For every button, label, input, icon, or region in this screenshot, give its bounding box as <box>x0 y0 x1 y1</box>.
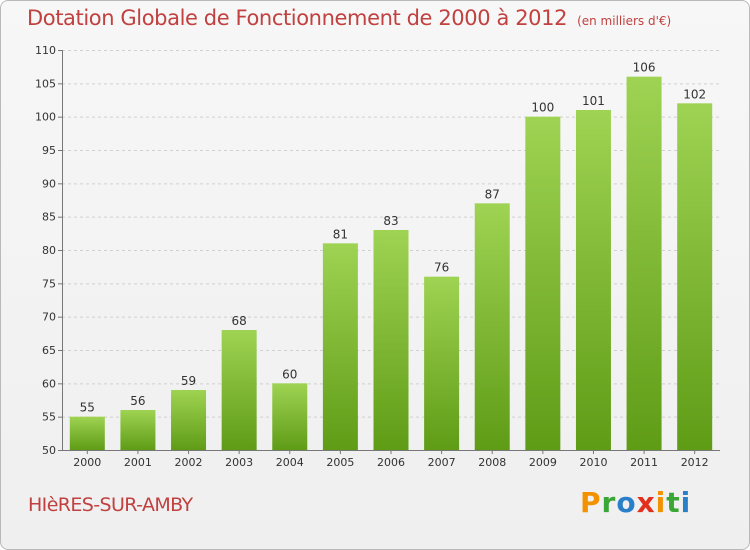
x-tick-label: 2002 <box>175 456 203 469</box>
bar-value-label: 102 <box>683 87 706 101</box>
bar <box>575 110 611 450</box>
bar-value-label: 68 <box>232 314 247 328</box>
bar <box>322 243 358 450</box>
bar-value-label: 76 <box>434 261 449 275</box>
brand-letter: i <box>680 486 692 519</box>
x-tick-label: 2003 <box>225 456 253 469</box>
chart-title-text: Dotation Globale de Fonctionnement de 20… <box>27 6 568 30</box>
y-tick-label: 105 <box>35 77 56 90</box>
bar-value-label: 55 <box>80 401 95 415</box>
x-tick-label: 2000 <box>73 456 101 469</box>
brand-letter: t <box>666 486 681 519</box>
bar-value-label: 101 <box>582 94 605 108</box>
bar <box>424 276 460 450</box>
bar <box>69 416 105 450</box>
bar <box>171 390 207 450</box>
bar-value-label: 59 <box>181 374 196 388</box>
bar-value-label: 60 <box>282 367 297 381</box>
brand-letter: x <box>636 486 656 519</box>
brand-letter: i <box>655 486 667 519</box>
commune-name: HIèRES-SUR-AMBY <box>28 494 193 516</box>
x-tick-label: 2008 <box>478 456 506 469</box>
bar-value-label: 100 <box>531 101 554 115</box>
y-tick-label: 95 <box>42 144 56 157</box>
bar-value-label: 81 <box>333 227 348 241</box>
y-tick-label: 90 <box>42 177 56 190</box>
y-tick-label: 100 <box>35 111 56 124</box>
chart-title: Dotation Globale de Fonctionnement de 20… <box>27 6 671 30</box>
brand-letter: P <box>580 486 602 519</box>
bar <box>120 410 156 450</box>
bar <box>677 103 713 450</box>
labels: 55 56 59 68 60 81 83 76 87 100 101 106 102 <box>80 61 706 415</box>
brand-letter: r <box>601 486 617 519</box>
bar <box>525 116 561 451</box>
x-tick-label: 2011 <box>630 456 658 469</box>
bar <box>373 230 409 450</box>
y-tick-label: 65 <box>42 344 56 357</box>
bar <box>272 383 308 450</box>
y-tick-label: 85 <box>42 211 56 224</box>
bar <box>221 330 257 450</box>
y-tick-label: 70 <box>42 311 56 324</box>
x-tick-label: 2007 <box>428 456 456 469</box>
axes: 50 55 60 65 70 75 80 85 90 95 100 105 110 2000 2001 200… <box>35 44 720 469</box>
bar-value-label: 106 <box>633 61 656 75</box>
bars <box>69 76 713 451</box>
bar-value-label: 83 <box>383 214 398 228</box>
y-tick-label: 60 <box>42 377 56 390</box>
x-tick-label: 2004 <box>276 456 304 469</box>
bar <box>474 203 510 450</box>
brand-letter: o <box>616 486 637 519</box>
brand-logo: Proxiti <box>580 486 691 519</box>
bar-value-label: 87 <box>485 187 500 201</box>
y-tick-label: 110 <box>35 44 56 57</box>
y-tick-label: 75 <box>42 277 56 290</box>
y-tick-label: 80 <box>42 244 56 257</box>
x-tick-label: 2012 <box>681 456 709 469</box>
x-tick-label: 2009 <box>529 456 557 469</box>
x-tick-label: 2010 <box>579 456 607 469</box>
y-tick-label: 55 <box>42 411 56 424</box>
bar <box>626 76 662 451</box>
chart-unit: (en milliers d'€) <box>577 14 672 28</box>
y-tick-label: 50 <box>42 444 56 457</box>
x-tick-label: 2005 <box>326 456 354 469</box>
x-tick-label: 2001 <box>124 456 152 469</box>
x-tick-label: 2006 <box>377 456 405 469</box>
bar-value-label: 56 <box>130 394 145 408</box>
